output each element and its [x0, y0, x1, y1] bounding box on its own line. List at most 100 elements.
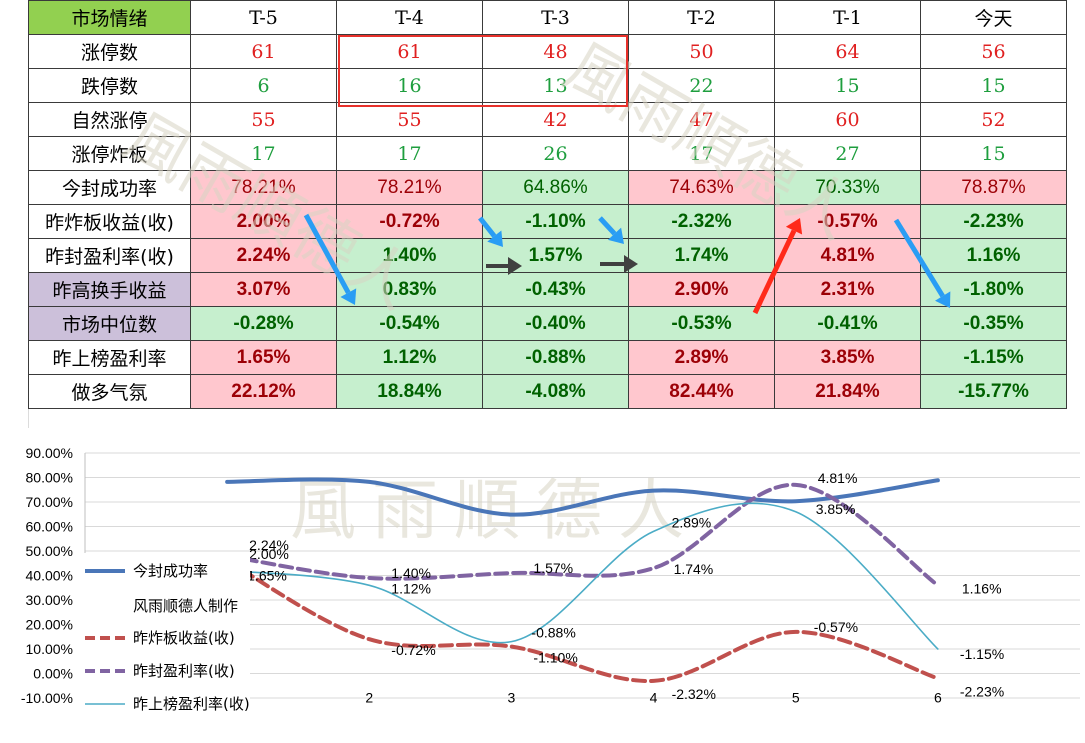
table-cell: 50: [628, 34, 775, 69]
y-tick-label: 80.00%: [26, 470, 73, 486]
data-label: -1.15%: [960, 646, 1004, 662]
data-label: 1.16%: [962, 580, 1002, 596]
table-cell: 3.07%: [190, 272, 337, 307]
series-line-3: [226, 502, 939, 650]
y-tick-label: 20.00%: [26, 617, 73, 633]
table-cell: 64.86%: [482, 170, 629, 205]
table-cell: 1.57%: [482, 238, 629, 273]
table-cell: 61: [336, 34, 483, 69]
table-cell: 74.63%: [628, 170, 775, 205]
legend-label: 昨上榜盈利率(收): [133, 695, 250, 713]
data-label: -0.88%: [531, 625, 575, 641]
column-header: 今天: [920, 0, 1067, 35]
legend-bg: [80, 553, 250, 718]
table-row: 涨停炸板 17 17 26 17 27 15: [28, 136, 1067, 171]
table-row: 昨炸板收益(收) 2.00% -0.72% -1.10% -2.32% -0.57% -2.…: [28, 204, 1067, 239]
table-cell: 55: [190, 102, 337, 137]
x-tick-label: 2: [365, 690, 373, 706]
row-label: 今封成功率: [28, 170, 191, 205]
row-label: 昨炸板收益(收): [28, 204, 191, 239]
row-label: 做多气氛: [28, 374, 191, 409]
table-cell: 17: [190, 136, 337, 171]
table-row: 自然涨停 55 55 42 47 60 52: [28, 102, 1067, 137]
table-row: 昨封盈利率(收) 2.24% 1.40% 1.57% 1.74% 4.81% 1.16%: [28, 238, 1067, 273]
table-cell: 15: [774, 68, 921, 103]
row-label: 昨封盈利率(收): [28, 238, 191, 273]
row-label: 跌停数: [28, 68, 191, 103]
data-label: 4.81%: [818, 470, 858, 486]
table-row: 跌停数 6 16 13 22 15 15: [28, 68, 1067, 103]
row-label: 涨停数: [28, 34, 191, 69]
market-sentiment-panel: 市场情绪 T-5 T-4 T-3 T-2 T-1 今天 涨停数 61 61 48 50 64 56 跌停数 6…: [0, 0, 1067, 428]
sheet-gutter: [0, 0, 29, 428]
data-label: 1.12%: [391, 580, 431, 596]
table-cell: 15: [920, 68, 1067, 103]
table-cell: 1.40%: [336, 238, 483, 273]
table-header-row: 市场情绪 T-5 T-4 T-3 T-2 T-1 今天: [28, 0, 1067, 35]
table-cell: 78.87%: [920, 170, 1067, 205]
table-cell: 27: [774, 136, 921, 171]
table-row: 涨停数 61 61 48 50 64 56: [28, 34, 1067, 69]
sentiment-line-chart: 90.00%80.00%70.00%60.00%50.00%40.00%30.0…: [21, 445, 1080, 718]
column-header: T-2: [628, 0, 775, 35]
table-row: 昨上榜盈利率 1.65% 1.12% -0.88% 2.89% 3.85% -1.15%: [28, 340, 1067, 375]
row-label: 昨上榜盈利率: [28, 340, 191, 375]
y-tick-label: 30.00%: [26, 592, 73, 608]
table-cell: 1.16%: [920, 238, 1067, 273]
table-row: 市场中位数 -0.28% -0.54% -0.40% -0.53% -0.41% -0.35…: [28, 306, 1067, 341]
x-tick-label: 5: [792, 690, 800, 706]
data-label: -1.10%: [533, 650, 577, 666]
table-cell: 6: [190, 68, 337, 103]
data-label: 1.65%: [247, 568, 287, 584]
data-label: 2.24%: [249, 537, 289, 553]
legend-label: 昨炸板收益(收): [133, 629, 235, 647]
table-cell: 1.74%: [628, 238, 775, 273]
legend-note: 风雨顺德人制作: [133, 597, 238, 615]
table-cell: -0.57%: [774, 204, 921, 239]
row-label: 昨高换手收益: [28, 272, 191, 307]
table-row: 做多气氛 22.12% 18.84% -4.08% 82.44% 21.84% -15.77…: [28, 374, 1067, 409]
table-cell: 2.89%: [628, 340, 775, 375]
table-cell: 2.31%: [774, 272, 921, 307]
column-header: T-4: [336, 0, 483, 35]
table-cell: 56: [920, 34, 1067, 69]
table-cell: -2.32%: [628, 204, 775, 239]
table-cell: 1.65%: [190, 340, 337, 375]
data-label: 1.40%: [391, 565, 431, 581]
x-tick-label: 4: [650, 690, 658, 706]
table-cell: -4.08%: [482, 374, 629, 409]
table-cell: 22.12%: [190, 374, 337, 409]
table-cell: 13: [482, 68, 629, 103]
data-label: -2.32%: [672, 686, 716, 702]
table-cell: -2.23%: [920, 204, 1067, 239]
data-label: 1.74%: [674, 561, 714, 577]
table-cell: -0.53%: [628, 306, 775, 341]
legend-label: 今封成功率: [133, 562, 208, 580]
table-cell: 48: [482, 34, 629, 69]
y-tick-label: 50.00%: [26, 543, 73, 559]
table-cell: -1.80%: [920, 272, 1067, 307]
table-row: 今封成功率 78.21% 78.21% 64.86% 74.63% 70.33% 78.87…: [28, 170, 1067, 205]
data-label: 1.57%: [533, 560, 573, 576]
y-tick-label: 70.00%: [26, 494, 73, 510]
x-tick-label: 3: [508, 690, 516, 706]
table-cell: -15.77%: [920, 374, 1067, 409]
data-label: 3.85%: [816, 501, 856, 517]
row-label: 涨停炸板: [28, 136, 191, 171]
column-header: T-3: [482, 0, 629, 35]
table-cell: -1.10%: [482, 204, 629, 239]
row-label: 自然涨停: [28, 102, 191, 137]
y-tick-label: 40.00%: [26, 568, 73, 584]
y-tick-label: -10.00%: [21, 690, 73, 706]
table-cell: 26: [482, 136, 629, 171]
data-label: 2.89%: [672, 514, 712, 530]
market-sentiment-table: 市场情绪 T-5 T-4 T-3 T-2 T-1 今天 涨停数 61 61 48 50 64 56 跌停数 6…: [28, 0, 1067, 409]
y-tick-label: 90.00%: [26, 445, 73, 461]
table-cell: 17: [628, 136, 775, 171]
table-cell: 1.12%: [336, 340, 483, 375]
table-cell: -0.41%: [774, 306, 921, 341]
table-cell: 2.00%: [190, 204, 337, 239]
table-cell: 4.81%: [774, 238, 921, 273]
table-cell: -0.35%: [920, 306, 1067, 341]
table-cell: 2.24%: [190, 238, 337, 273]
